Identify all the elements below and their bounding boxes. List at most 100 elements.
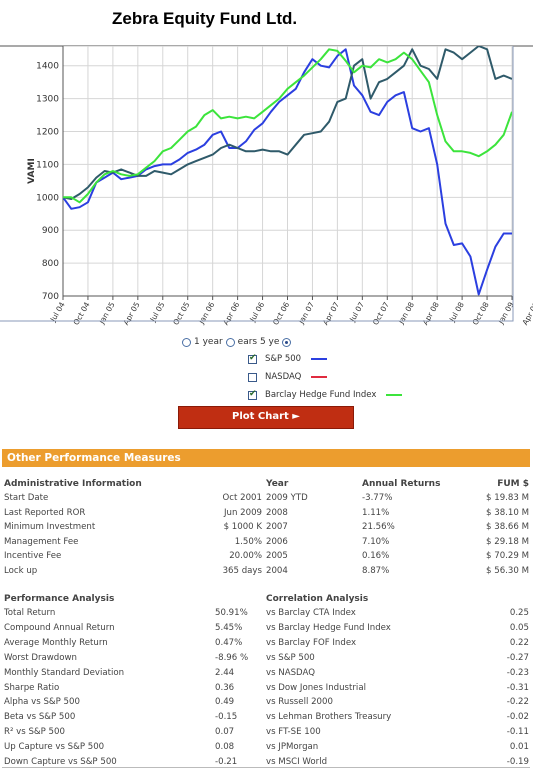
correlation-label: vs FT-SE 100 [266,727,321,738]
admin-value: Jun 2009 [223,507,262,518]
admin-value: $ 1000 K [223,522,262,532]
correlation-value: 0.22 [509,637,529,648]
performance-label: Beta vs S&P 500 [4,712,76,723]
annual-year: 2004 [266,565,288,576]
x-tick-label: Oct 06 [271,300,291,326]
x-tick-label: Oct 04 [71,300,91,326]
series-line-fund [63,46,512,200]
correlation-value: -0.23 [506,667,529,678]
performance-value: -0.15 [215,712,238,723]
x-tick-label: Jan 08 [396,300,416,326]
series-line-barclay [63,48,512,204]
performance-label: Monthly Standard Deviation [4,667,125,678]
nasdaq-label: NASDAQ [265,372,302,382]
chart-series [63,46,512,296]
barclay-label: Barclay Hedge Fund Index [265,390,377,400]
performance-value: 5.45% [215,622,243,633]
year-header: Year [266,479,289,489]
performance-label: Worst Drawdown [4,652,77,663]
annual-return: 7.10% [362,536,390,547]
performance-label: Alpha vs S&P 500 [4,697,80,708]
period-radio-5y[interactable] [282,337,292,347]
bottom-divider [2,767,530,768]
performance-value: 2.44 [215,667,235,678]
annual-return: -3.77% [362,493,393,503]
correlation-label: vs NASDAQ [266,667,316,678]
y-tick-label: 1000 [36,193,59,203]
x-tick-label: Apr 06 [221,300,241,326]
sp500-label: S&P 500 [265,354,302,364]
admin-label: Lock up [4,565,38,576]
performance-value: 0.49 [215,697,235,708]
x-tick-label: Jan 06 [196,300,216,326]
period-label-1y: 1 year [194,337,223,347]
annual-return: 8.87% [362,565,390,576]
correlation-label: vs MSCI World [266,757,328,767]
performance-value: -0.21 [215,757,238,767]
x-tick-label: Apr 05 [121,300,141,326]
period-radio-3y[interactable] [225,337,235,347]
annual-year: 2007 [266,522,288,532]
performance-value: 0.47% [215,637,243,648]
performance-label: Up Capture vs S&P 500 [4,742,105,753]
nasdaq-swatch [311,376,328,378]
performance-label: Compound Annual Return [4,622,115,633]
performance-value: 0.36 [215,682,235,693]
performance-label: R² vs S&P 500 [4,727,65,738]
x-tick-label: Apr 07 [321,300,341,326]
sp500-swatch [311,358,328,360]
period-radio-1y[interactable] [182,337,191,347]
y-tick-label: 900 [42,226,59,236]
y-tick-label: 1100 [36,160,59,170]
x-tick-label: Oct 05 [171,300,191,326]
correlation-label: vs Dow Jones Industrial [266,682,366,693]
admin-header: Administrative Information [4,479,142,489]
annual-return: 0.16% [362,551,390,561]
admin-label: Last Reported ROR [4,507,86,518]
correlation-label: vs Barclay Hedge Fund Index [266,622,391,633]
barclay-checkbox[interactable] [248,389,257,400]
admin-value: 1.50% [234,536,262,547]
correlation-value: 0.05 [509,622,529,633]
correlation-value: 0.01 [509,742,529,753]
section-header: Other Performance Measures [2,449,530,467]
annual-fum: $ 56.30 M [486,565,529,576]
y-tick-label: 1400 [36,62,59,72]
annual-year: 2009 YTD [266,493,308,503]
annual-return: 1.11% [362,507,390,518]
correlation-value: -0.02 [506,712,529,723]
admin-label: Incentive Fee [4,551,62,561]
y-tick-label: 800 [42,259,59,269]
performance-value: -8.96 % [215,652,249,663]
annual-year: 2005 [266,551,288,561]
correlation-header: Correlation Analysis [266,594,369,604]
performance-value: 0.08 [215,742,235,753]
period-selector: 1 year ears 5 ye [182,337,292,347]
x-tick-label: Jan 07 [296,300,316,326]
barclay-swatch [386,394,403,396]
toggle-barclay[interactable]: Barclay Hedge Fund Index [248,389,403,400]
toggle-sp500[interactable]: S&P 500 [248,353,328,364]
sp500-checkbox[interactable] [248,353,257,364]
annual-year: 2008 [266,507,288,518]
chart-border [0,46,514,322]
performance-header: Performance Analysis [4,594,115,604]
admin-label: Start Date [4,493,49,503]
performance-label: Average Monthly Return [4,637,108,648]
correlation-value: 0.25 [509,608,529,618]
correlation-label: vs Russell 2000 [266,697,333,708]
toggle-nasdaq[interactable]: NASDAQ [248,372,328,382]
y-tick-label: 700 [42,292,59,302]
y-axis-label: VAMI [27,158,37,184]
correlation-value: -0.31 [506,682,529,693]
plot-chart-button[interactable]: Plot Chart ► [178,406,354,429]
admin-label: Minimum Investment [4,522,96,532]
correlation-value: -0.19 [506,757,529,767]
correlation-label: vs Barclay FOF Index [266,637,357,648]
correlation-label: vs Lehman Brothers Treasury [266,712,392,723]
nasdaq-checkbox[interactable] [248,372,257,382]
x-tick-label: Jul 07 [347,300,366,324]
correlation-value: -0.22 [506,697,529,708]
performance-value: 50.91% [215,608,248,618]
